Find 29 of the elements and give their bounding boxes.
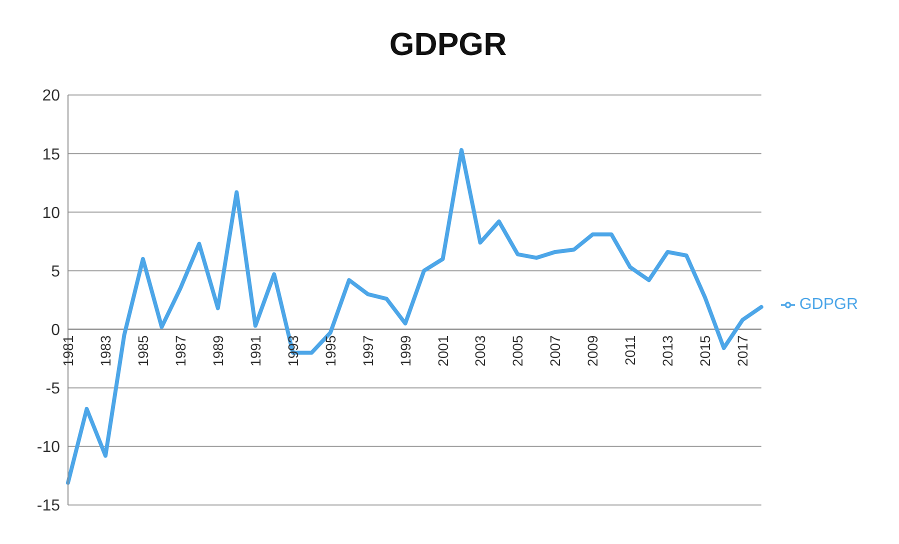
y-tick-label: 15 [42, 146, 60, 164]
x-tick-label: 1993 [284, 335, 301, 366]
x-tick-label: 2015 [697, 335, 714, 366]
legend-label: GDPGR [799, 296, 858, 313]
x-tick-label: 1987 [172, 335, 188, 366]
x-tick-label: 1985 [134, 335, 151, 366]
x-tick-label: 1999 [397, 335, 414, 366]
y-tick-label: -5 [46, 380, 60, 398]
x-tick-label: 1995 [322, 335, 338, 366]
x-tick-label: 2005 [510, 335, 526, 366]
x-tick-label: 1983 [97, 335, 114, 366]
x-tick-label: 2011 [622, 335, 638, 366]
x-tick-label: 1981 [60, 335, 76, 366]
x-tick-label: 1989 [210, 335, 226, 366]
y-tick-label: 10 [42, 204, 60, 222]
x-tick-label: 1991 [247, 335, 264, 366]
x-tick-label: 2009 [584, 335, 601, 366]
y-tick-label: 5 [51, 263, 60, 280]
chart-title: GDPGR [388, 25, 508, 64]
x-tick-label: 2003 [472, 335, 488, 366]
x-tick-label: 2001 [434, 335, 451, 366]
x-tick-label: 2013 [660, 335, 676, 366]
x-tick-label: 2017 [734, 335, 751, 366]
y-tick-label: -10 [36, 439, 60, 456]
y-tick-label: -15 [36, 498, 60, 515]
x-tick-label: 1997 [360, 335, 376, 366]
x-tick-label: 2007 [547, 335, 564, 366]
y-tick-label: 20 [42, 88, 60, 105]
y-tick-label: 0 [51, 322, 60, 339]
